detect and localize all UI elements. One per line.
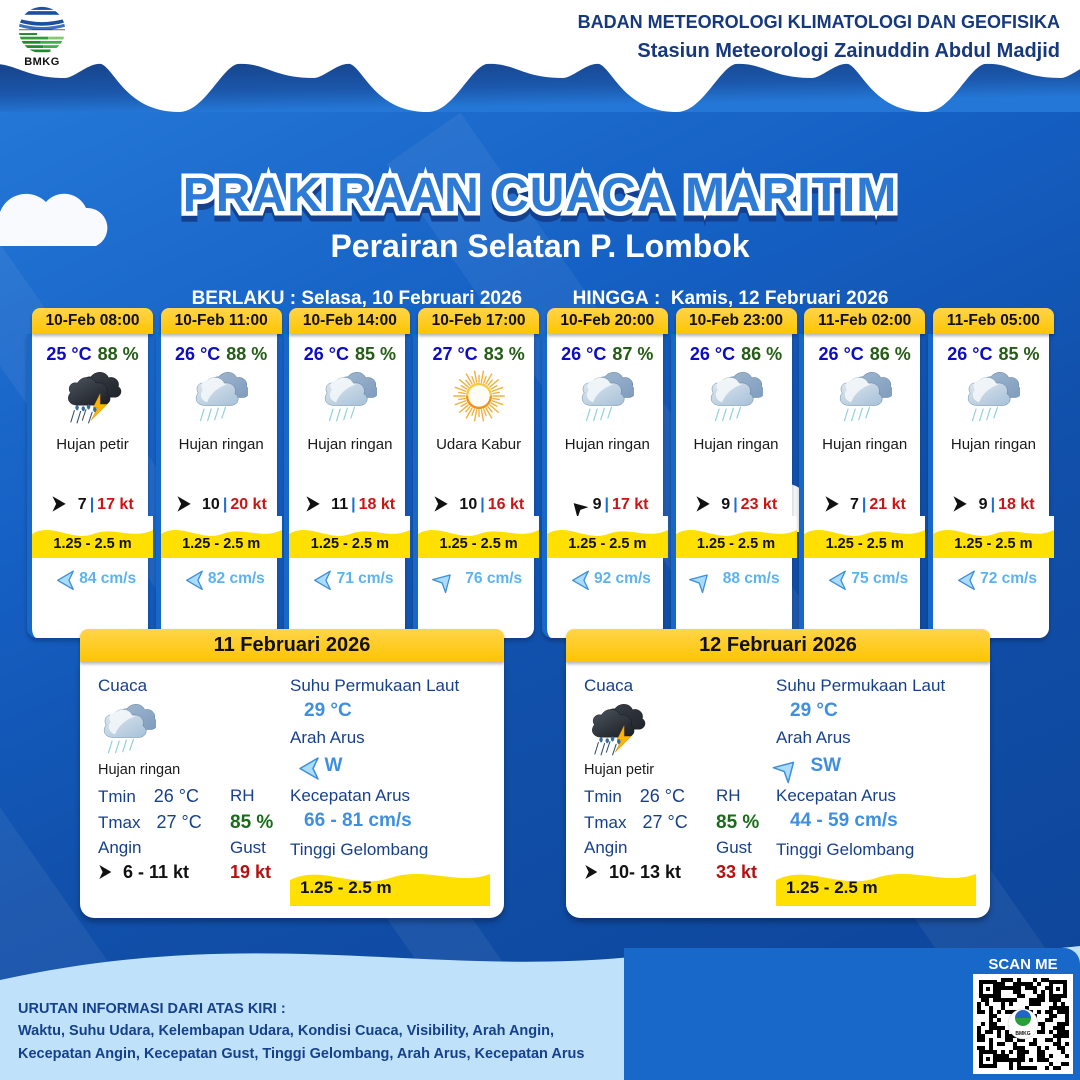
svg-text:BMKG: BMKG bbox=[1015, 1031, 1030, 1037]
